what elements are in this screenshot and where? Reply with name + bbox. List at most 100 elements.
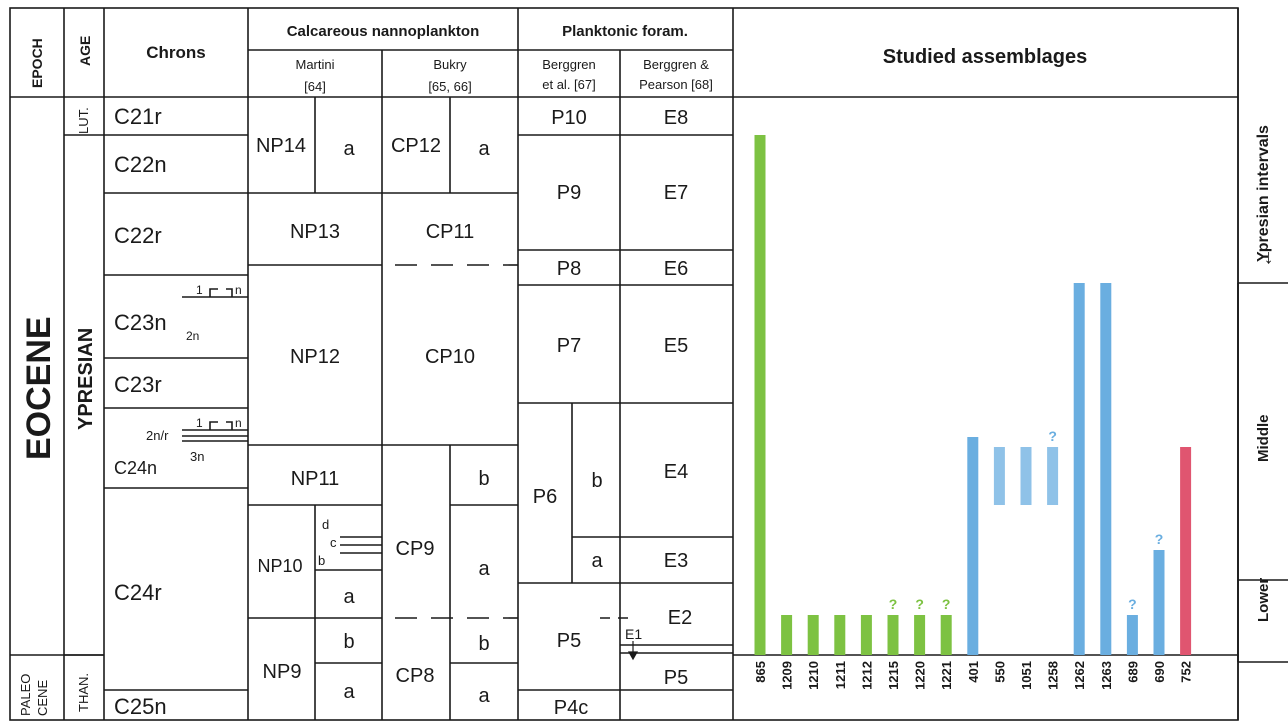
zone-p6a: a bbox=[591, 550, 603, 572]
category-label-690: 690 bbox=[1152, 661, 1167, 683]
category-label-1258: 1258 bbox=[1046, 661, 1061, 690]
zone-p7: P7 bbox=[557, 335, 581, 357]
foram-header: Planktonic foram. bbox=[562, 23, 688, 40]
zone-cp9: CP9 bbox=[396, 538, 435, 560]
chron-sub-2n: 2n bbox=[186, 329, 199, 343]
category-label-689: 689 bbox=[1125, 661, 1140, 683]
zone-cp9b: b bbox=[478, 468, 489, 490]
chron-c23n: C23n bbox=[114, 310, 167, 335]
epoch-header: EPOCH bbox=[29, 38, 45, 88]
chron-sub-nb: n bbox=[235, 416, 242, 430]
chron-sub-1: 1 bbox=[196, 283, 203, 297]
chron-sub-1b: 1 bbox=[196, 416, 203, 430]
zone-p8: P8 bbox=[557, 258, 581, 280]
assemblage-bars: ?????? bbox=[754, 135, 1192, 655]
zone-np10b: b bbox=[318, 553, 325, 568]
chron-c22n: C22n bbox=[114, 152, 167, 177]
interval-middle: Middle bbox=[1255, 415, 1272, 463]
bar-1221 bbox=[940, 615, 952, 655]
intervals-header: Ypresian intervals bbox=[1255, 125, 1272, 262]
zone-e5: E5 bbox=[664, 335, 688, 357]
zone-np11: NP11 bbox=[291, 468, 340, 490]
zone-p10: P10 bbox=[551, 107, 587, 129]
bar-550 bbox=[993, 447, 1005, 505]
zone-e7: E7 bbox=[664, 182, 688, 204]
zone-p5-e: P5 bbox=[664, 667, 688, 689]
paleocene-label-1: PALEO bbox=[18, 674, 33, 716]
category-label-1211: 1211 bbox=[833, 661, 848, 689]
chron-c25n: C25n bbox=[114, 694, 167, 719]
zone-np14a: a bbox=[343, 138, 355, 160]
outer-frame bbox=[9, 7, 1239, 721]
uncertain-mark-689: ? bbox=[1128, 596, 1137, 612]
chron-sub-3n: 3n bbox=[190, 449, 204, 464]
zone-e3: E3 bbox=[664, 550, 688, 572]
martini-ref: [64] bbox=[304, 79, 326, 94]
zone-np9b: b bbox=[343, 631, 354, 653]
bar-1263 bbox=[1100, 283, 1112, 655]
zone-cp11: CP11 bbox=[426, 221, 475, 243]
category-label-1210: 1210 bbox=[806, 661, 821, 690]
bar-689 bbox=[1126, 615, 1138, 655]
interval-arrow-icon: ← bbox=[1255, 248, 1277, 268]
zone-cp10: CP10 bbox=[425, 346, 475, 368]
zone-e1: E1 bbox=[625, 626, 642, 642]
category-label-1209: 1209 bbox=[780, 661, 795, 690]
category-label-752: 752 bbox=[1179, 661, 1194, 683]
zone-np9a: a bbox=[343, 681, 355, 703]
bar-752 bbox=[1180, 447, 1192, 655]
zone-cp8a: a bbox=[478, 685, 490, 707]
chron-labels: C21r C22n C22r C23n C23r C24n C24r C25n … bbox=[114, 104, 242, 719]
bar-401 bbox=[967, 437, 979, 655]
zone-np12: NP12 bbox=[290, 346, 340, 368]
lut-label: LUT. bbox=[76, 107, 91, 134]
zone-np13: NP13 bbox=[290, 221, 340, 243]
zone-cp9a: a bbox=[478, 558, 490, 580]
uncertain-mark-1215: ? bbox=[889, 596, 898, 612]
bukry-ref: [65, 66] bbox=[428, 79, 471, 94]
category-label-1263: 1263 bbox=[1099, 661, 1114, 690]
zone-cp12: CP12 bbox=[391, 135, 441, 157]
bukry-zone-labels: CP12 a CP11 CP10 CP9 b a CP8 b a bbox=[391, 135, 490, 707]
berggren1-header: Berggren bbox=[542, 57, 595, 72]
category-label-1212: 1212 bbox=[859, 661, 874, 690]
category-label-1220: 1220 bbox=[913, 661, 928, 690]
age-header: AGE bbox=[77, 36, 93, 66]
paleocene-label-2: CENE bbox=[35, 680, 50, 716]
zone-p5: P5 bbox=[557, 630, 581, 652]
zone-p6b: b bbox=[591, 470, 602, 492]
chron-c21r: C21r bbox=[114, 104, 162, 129]
zone-e4: E4 bbox=[664, 461, 688, 483]
ypresian-label: YPRESIAN bbox=[75, 328, 97, 430]
bukry-header: Bukry bbox=[433, 57, 467, 72]
zone-p9: P9 bbox=[557, 182, 581, 204]
zone-p6: P6 bbox=[533, 486, 557, 508]
uncertain-mark-1258: ? bbox=[1048, 428, 1057, 444]
martini-header: Martini bbox=[295, 57, 334, 72]
category-label-550: 550 bbox=[992, 661, 1007, 683]
bar-1220 bbox=[914, 615, 926, 655]
uncertain-mark-1221: ? bbox=[942, 596, 951, 612]
zone-np10: NP10 bbox=[257, 556, 302, 576]
berggren2-header: Berggren & bbox=[643, 57, 709, 72]
category-label-1215: 1215 bbox=[886, 661, 901, 690]
zone-e2: E2 bbox=[668, 607, 692, 629]
p-zone-labels: P10 P9 P8 P7 P6 b a P5 P4c bbox=[533, 107, 604, 719]
category-label-1221: 1221 bbox=[939, 661, 954, 690]
bar-1051 bbox=[1020, 447, 1032, 505]
chron-c24r: C24r bbox=[114, 580, 162, 605]
zone-np10c: c bbox=[330, 535, 337, 550]
interval-labels: Middle Lower bbox=[1255, 415, 1272, 623]
zone-np10d: d bbox=[322, 517, 329, 532]
chron-c23r: C23r bbox=[114, 372, 162, 397]
bar-1209 bbox=[781, 615, 793, 655]
zone-cp8: CP8 bbox=[396, 665, 435, 687]
nanno-header: Calcareous nannoplankton bbox=[287, 23, 480, 40]
bar-690 bbox=[1153, 550, 1165, 655]
grid-lines bbox=[9, 7, 1288, 721]
epoch-age-labels: EOCENE PALEO CENE LUT. YPRESIAN THAN. bbox=[18, 107, 97, 716]
chron-sub-2nr: 2n/r bbox=[146, 428, 169, 443]
category-label-401: 401 bbox=[966, 661, 981, 683]
zone-e8: E8 bbox=[664, 107, 688, 129]
